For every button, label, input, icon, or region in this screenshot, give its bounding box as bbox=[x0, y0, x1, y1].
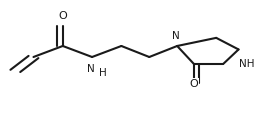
Text: NH: NH bbox=[239, 58, 254, 68]
Text: O: O bbox=[58, 11, 67, 21]
Text: H: H bbox=[99, 67, 107, 77]
Text: O: O bbox=[189, 79, 198, 89]
Text: N: N bbox=[172, 31, 180, 41]
Text: N: N bbox=[87, 64, 95, 74]
